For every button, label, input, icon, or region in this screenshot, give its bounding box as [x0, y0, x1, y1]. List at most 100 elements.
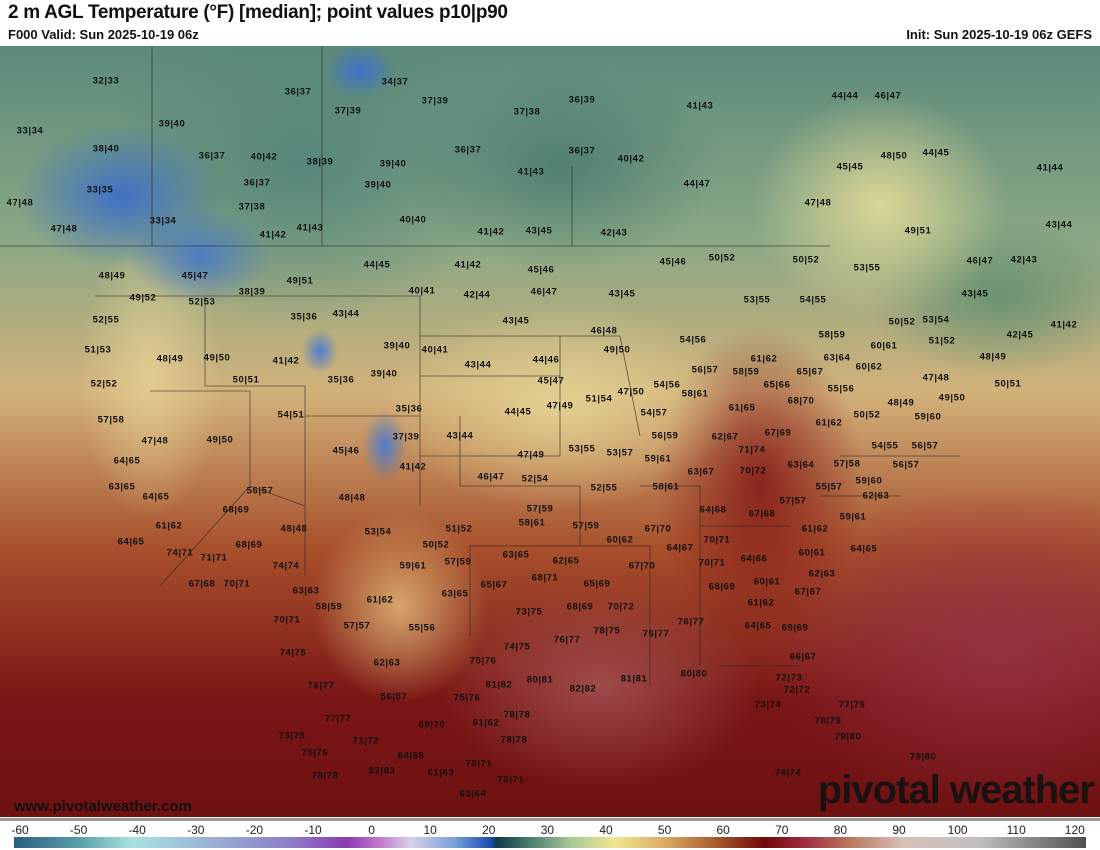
point-value-label: 47|48: [922, 372, 950, 384]
point-value-label: 52|54: [521, 473, 549, 485]
point-value-label: 49|51: [286, 275, 314, 287]
point-value-label: 50|51: [232, 374, 260, 386]
point-value-label: 65|67: [480, 579, 508, 591]
point-value-label: 64|65: [850, 543, 878, 555]
point-value-label: 57|58: [97, 414, 125, 426]
point-value-label: 46|47: [530, 286, 558, 298]
point-value-label: 81|81: [620, 673, 648, 685]
colorbar-tick-label: -30: [187, 823, 205, 837]
point-value-label: 42|44: [463, 289, 491, 301]
point-value-label: 50|52: [708, 252, 736, 264]
colorbar-tick-label: -60: [11, 823, 29, 837]
point-value-label: 69|69: [781, 622, 809, 634]
point-value-label: 33|34: [149, 215, 177, 227]
point-value-label: 60|61: [870, 340, 898, 352]
point-value-label: 70|71: [698, 557, 726, 569]
point-value-label: 54|56: [653, 379, 681, 391]
point-value-label: 41|43: [686, 100, 714, 112]
point-value-label: 32|33: [92, 75, 120, 87]
point-value-label: 35|36: [395, 403, 423, 415]
point-value-label: 54|57: [640, 407, 668, 419]
point-value-label: 66|67: [789, 651, 817, 663]
point-value-label: 47|48: [141, 435, 169, 447]
point-value-label: 65|66: [763, 379, 791, 391]
point-value-label: 38|39: [238, 286, 266, 298]
point-value-label: 74|75: [503, 641, 531, 653]
point-value-label: 63|63: [292, 585, 320, 597]
point-value-label: 68|71: [531, 572, 559, 584]
point-value-label: 67|70: [628, 560, 656, 572]
point-value-label: 53|55: [853, 262, 881, 274]
point-value-label: 59|60: [855, 475, 883, 487]
point-value-label: 40|42: [617, 153, 645, 165]
point-value-label: 56|57: [246, 485, 274, 497]
point-value-label: 43|44: [332, 308, 360, 320]
point-value-label: 64|66: [740, 553, 768, 565]
point-value-label: 62|63: [808, 568, 836, 580]
point-value-label: 57|59: [444, 556, 472, 568]
point-value-label: 40|41: [408, 285, 436, 297]
point-value-label: 78|78: [311, 770, 339, 782]
point-value-label: 69|70: [418, 719, 446, 731]
point-value-label: 39|40: [370, 368, 398, 380]
point-value-label: 37|39: [392, 431, 420, 443]
point-value-label: 80|80: [680, 668, 708, 680]
point-value-label: 36|37: [568, 145, 596, 157]
point-value-label: 34|37: [381, 76, 409, 88]
point-value-label: 63|65: [502, 549, 530, 561]
point-value-label: 58|61: [681, 388, 709, 400]
point-value-label: 70|72: [739, 465, 767, 477]
site-url[interactable]: www.pivotalweather.com: [14, 798, 192, 815]
point-value-label: 41|42: [399, 461, 427, 473]
point-value-label: 81|82: [485, 679, 513, 691]
point-value-label: 56|59: [651, 430, 679, 442]
point-value-label: 82|82: [569, 683, 597, 695]
point-value-label: 49|51: [904, 225, 932, 237]
temperature-colorbar: [14, 837, 1086, 848]
point-value-label: 67|70: [644, 523, 672, 535]
point-value-label: 75|76: [469, 655, 497, 667]
point-value-label: 57|57: [779, 495, 807, 507]
point-value-label: 39|40: [379, 158, 407, 170]
point-value-label: 48|48: [280, 523, 308, 535]
point-value-label: 61|62: [472, 717, 500, 729]
point-value-label: 61|62: [801, 523, 829, 535]
point-value-label: 53|54: [364, 526, 392, 538]
point-value-label: 50|52: [888, 316, 916, 328]
point-value-label: 68|69: [222, 504, 250, 516]
point-value-label: 55|57: [815, 481, 843, 493]
point-value-label: 74|75: [279, 647, 307, 659]
point-value-label: 61|62: [366, 594, 394, 606]
point-value-label: 45|47: [181, 270, 209, 282]
point-value-label: 61|62: [750, 353, 778, 365]
point-value-label: 33|35: [86, 184, 114, 196]
point-value-label: 73|75: [278, 730, 306, 742]
colorbar-tick-label: 50: [657, 823, 672, 837]
point-value-label: 48|50: [880, 150, 908, 162]
point-value-label: 74|71: [166, 547, 194, 559]
point-value-label: 59|60: [914, 411, 942, 423]
point-value-label: 53|57: [606, 447, 634, 459]
valid-time: F000 Valid: Sun 2025-10-19 06z: [8, 27, 199, 42]
point-value-label: 68|69: [235, 539, 263, 551]
point-value-label: 53|55: [568, 443, 596, 455]
colorbar-tick-label: 100: [947, 823, 968, 837]
point-value-label: 58|59: [818, 329, 846, 341]
point-value-label: 41|43: [517, 166, 545, 178]
point-value-label: 49|50: [203, 352, 231, 364]
point-value-label: 46|47: [874, 90, 902, 102]
point-value-label: 47|48: [804, 197, 832, 209]
point-value-label: 68|69: [566, 601, 594, 613]
point-value-label: 62|63: [862, 490, 890, 502]
point-value-label: 78|75: [593, 625, 621, 637]
point-value-label: 51|53: [84, 344, 112, 356]
point-value-label: 63|67: [687, 466, 715, 478]
point-value-label: 37|38: [238, 201, 266, 213]
point-value-label: 60|62: [855, 361, 883, 373]
point-value-label: 43|44: [1045, 219, 1073, 231]
colorbar-tick-label: 70: [775, 823, 789, 837]
point-value-label: 64|68: [699, 504, 727, 516]
point-value-label: 36|37: [284, 86, 312, 98]
colorbar-tick-label: 30: [540, 823, 555, 837]
point-value-label: 51|52: [445, 523, 473, 535]
